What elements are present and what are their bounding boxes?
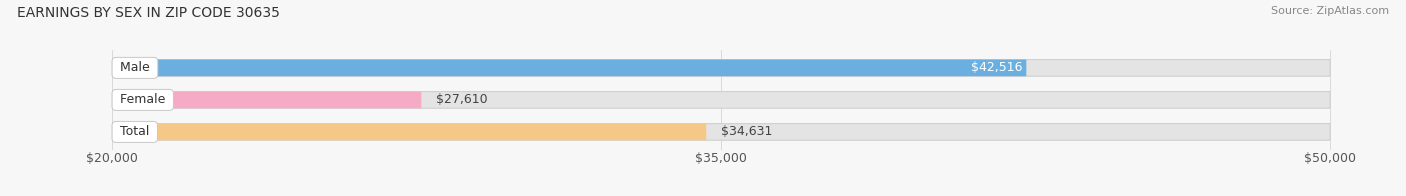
FancyBboxPatch shape bbox=[112, 92, 422, 108]
Text: Male: Male bbox=[117, 61, 153, 74]
Text: $34,631: $34,631 bbox=[721, 125, 772, 138]
Text: Source: ZipAtlas.com: Source: ZipAtlas.com bbox=[1271, 6, 1389, 16]
FancyBboxPatch shape bbox=[112, 60, 1026, 76]
FancyBboxPatch shape bbox=[112, 92, 1330, 108]
FancyBboxPatch shape bbox=[112, 60, 1330, 76]
FancyBboxPatch shape bbox=[112, 124, 1330, 140]
Text: Female: Female bbox=[117, 93, 170, 106]
Text: EARNINGS BY SEX IN ZIP CODE 30635: EARNINGS BY SEX IN ZIP CODE 30635 bbox=[17, 6, 280, 20]
Text: Total: Total bbox=[117, 125, 153, 138]
FancyBboxPatch shape bbox=[112, 124, 706, 140]
Text: $42,516: $42,516 bbox=[972, 61, 1022, 74]
Text: $27,610: $27,610 bbox=[436, 93, 488, 106]
